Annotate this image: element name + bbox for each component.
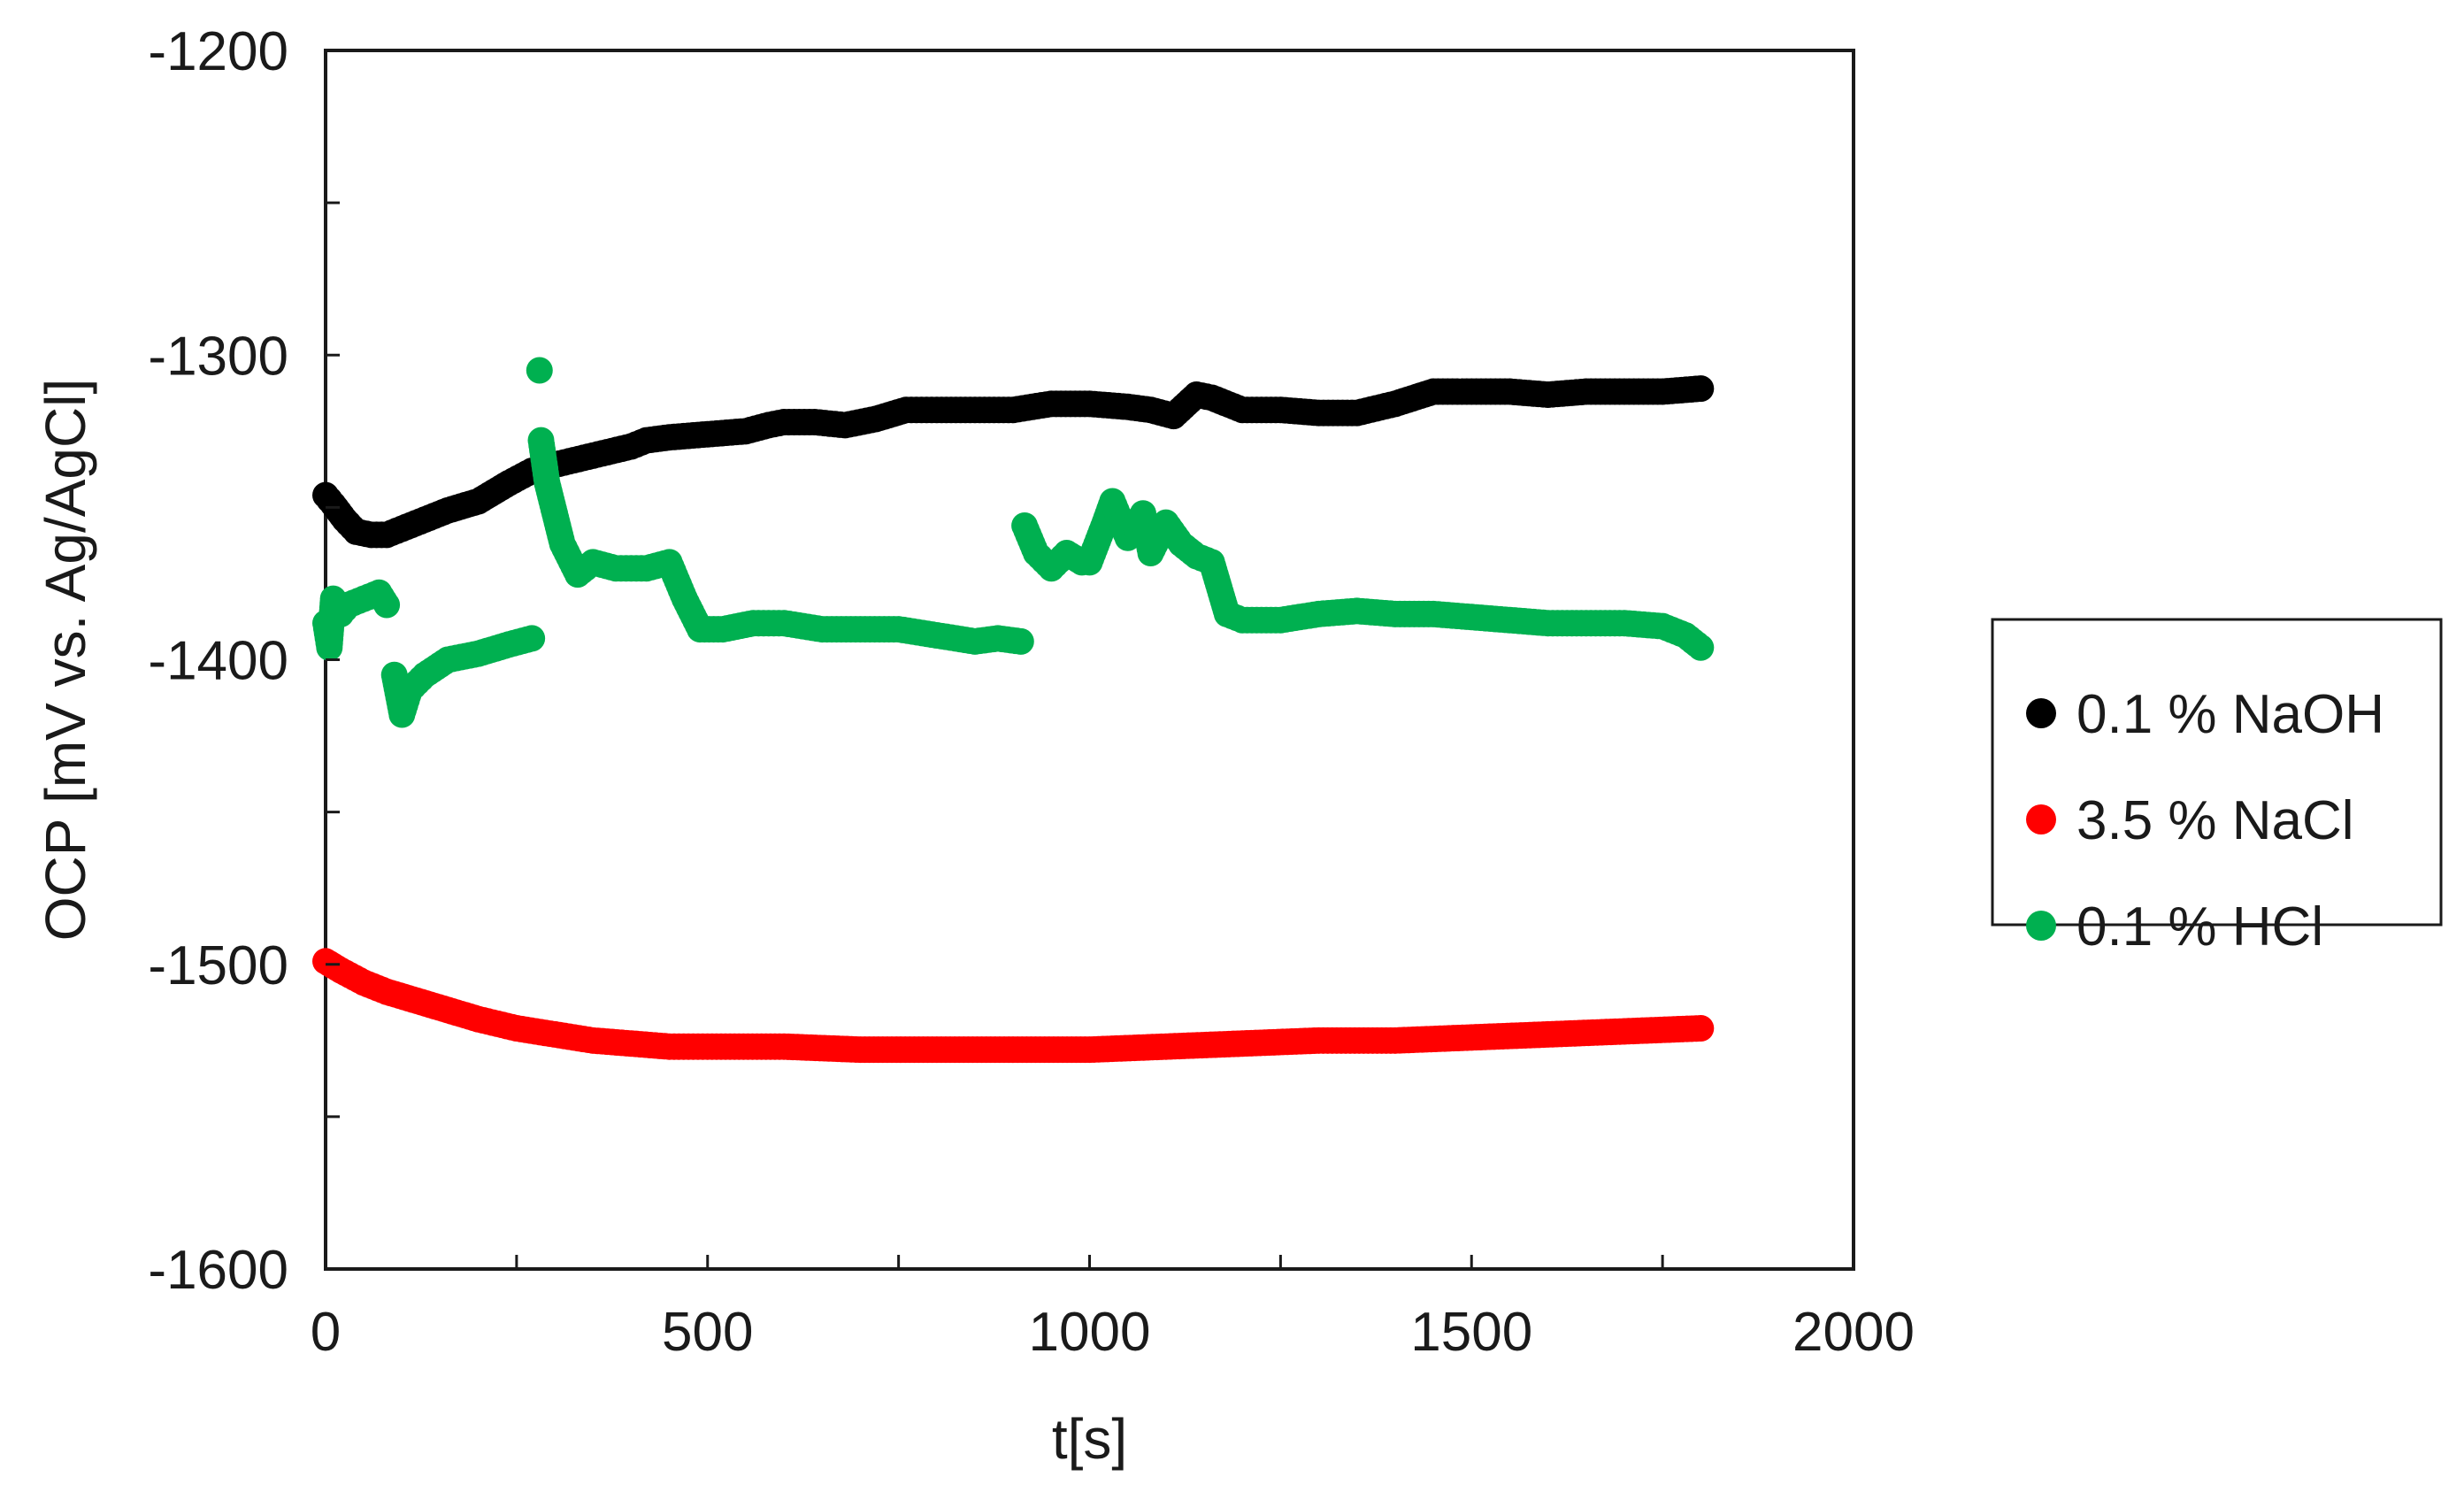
legend-marker [2026, 698, 2056, 728]
y-tick-label: -1400 [148, 631, 288, 692]
y-tick-label: -1600 [148, 1240, 288, 1301]
legend-label: 0.1 % NaOH [2076, 684, 2384, 745]
legend-marker [2026, 804, 2056, 834]
data-point [518, 625, 546, 652]
series-2 [312, 357, 1715, 728]
data-point [1687, 375, 1715, 403]
legend: 0.1 % NaOH 3.5 % NaCl 0.1 % HCl [1991, 618, 2443, 957]
x-axis-ticks: 0 500 1000 1500 2000 [311, 1255, 1915, 1363]
x-tick-label: 1500 [1410, 1302, 1532, 1363]
legend-box [1991, 618, 2443, 927]
data-point [373, 591, 401, 619]
series-layer [312, 357, 1715, 1064]
y-tick-label: -1200 [148, 21, 288, 82]
plot-frame [324, 49, 1855, 1271]
data-point [1687, 634, 1715, 661]
data-point [1687, 1015, 1715, 1042]
legend-label: 0.1 % HCl [2076, 896, 2323, 957]
series-1 [312, 948, 1715, 1064]
data-point [1007, 627, 1034, 655]
series-0 [312, 375, 1715, 549]
y-tick-label: -1300 [148, 326, 288, 387]
y-axis-title: OCP [mV vs. Ag/AgCl] [34, 379, 97, 941]
plot-area [312, 49, 1855, 1271]
data-point [526, 357, 553, 384]
legend-items: 0.1 % NaOH 3.5 % NaCl 0.1 % HCl [2026, 684, 2384, 957]
x-tick-label: 500 [662, 1302, 753, 1363]
x-tick-label: 2000 [1792, 1302, 1915, 1363]
x-tick-label: 1000 [1029, 1302, 1151, 1363]
y-tick-label: -1500 [148, 935, 288, 996]
legend-label: 3.5 % NaCl [2076, 790, 2354, 851]
legend-marker [2026, 911, 2056, 941]
y-axis-ticks: -1200 -1300 -1400 -1500 -1600 [148, 21, 340, 1301]
x-tick-label: 0 [311, 1302, 341, 1363]
x-axis-title: t[s] [1052, 1407, 1127, 1471]
